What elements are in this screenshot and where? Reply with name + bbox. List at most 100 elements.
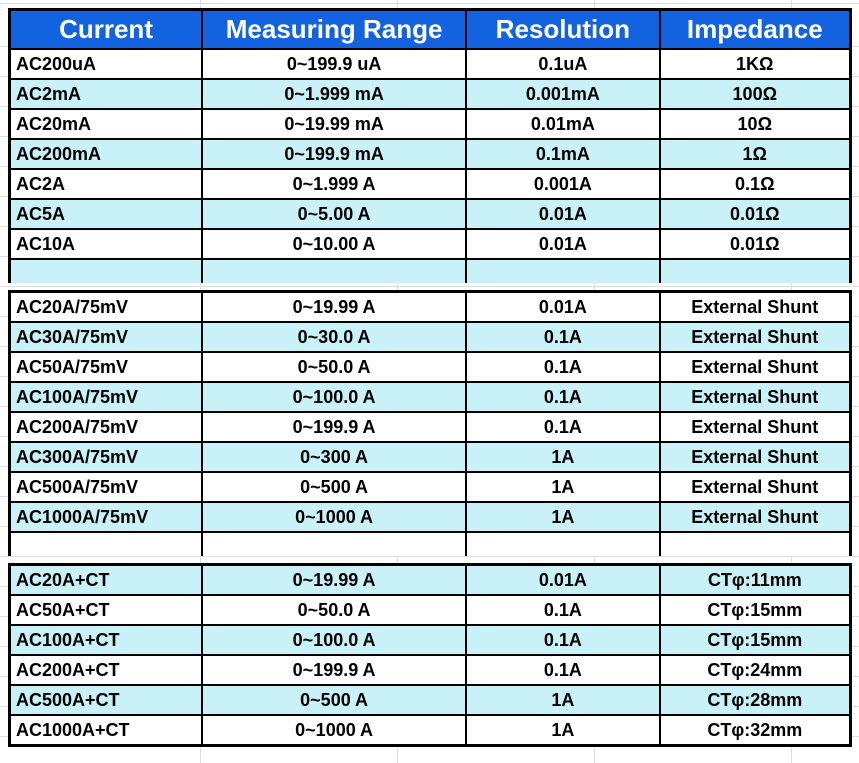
cell-current: AC20A+CT	[8, 563, 204, 596]
cell-resolution: 0.1A	[465, 381, 661, 413]
cell-impedance: 10Ω	[658, 108, 852, 140]
blank-separator-row	[8, 531, 852, 556]
cell-resolution: 0.1A	[465, 411, 661, 443]
spec-table-section-3: AC20A+CT 0~19.99 A 0.01A CTφ:11mm AC50A+CT 0~…	[8, 563, 852, 747]
blank-cell	[201, 531, 468, 556]
cell-range: 0~1000 A	[201, 501, 468, 533]
column-header-current: Current	[8, 8, 204, 50]
cell-resolution: 0.01A	[465, 563, 661, 596]
table-row: AC20A/75mV 0~19.99 A 0.01A External Shunt	[8, 290, 852, 323]
cell-current: AC500A+CT	[8, 684, 204, 716]
table-row: AC200A+CT 0~199.9 A 0.1A CTφ:24mm	[8, 654, 852, 686]
cell-resolution: 0.001mA	[465, 78, 661, 110]
cell-resolution: 0.01A	[465, 290, 661, 323]
table-row: AC50A+CT 0~50.0 A 0.1A CTφ:15mm	[8, 594, 852, 626]
cell-range: 0~1000 A	[201, 714, 468, 747]
cell-impedance: CTφ:28mm	[658, 684, 852, 716]
table-row: AC20mA 0~19.99 mA 0.01mA 10Ω	[8, 108, 852, 140]
table-row: AC100A/75mV 0~100.0 A 0.1A External Shunt	[8, 381, 852, 413]
cell-current: AC50A+CT	[8, 594, 204, 626]
blank-cell	[201, 258, 468, 283]
cell-impedance: CTφ:15mm	[658, 624, 852, 656]
blank-cell	[8, 531, 204, 556]
cell-current: AC100A+CT	[8, 624, 204, 656]
cell-impedance: External Shunt	[658, 471, 852, 503]
table-row: AC5A 0~5.00 A 0.01A 0.01Ω	[8, 198, 852, 230]
cell-resolution: 0.1A	[465, 624, 661, 656]
column-header-impedance: Impedance	[658, 8, 852, 50]
cell-resolution: 0.1mA	[465, 138, 661, 170]
cell-resolution: 1A	[465, 471, 661, 503]
cell-impedance: External Shunt	[658, 501, 852, 533]
blank-separator-row	[8, 258, 852, 283]
cell-current: AC200A/75mV	[8, 411, 204, 443]
cell-current: AC100A/75mV	[8, 381, 204, 413]
cell-range: 0~500 A	[201, 471, 468, 503]
cell-current: AC10A	[8, 228, 204, 260]
cell-impedance: 1KΩ	[658, 48, 852, 80]
cell-resolution: 0.1A	[465, 654, 661, 686]
cell-impedance: External Shunt	[658, 441, 852, 473]
cell-range: 0~50.0 A	[201, 351, 468, 383]
header-row: Current Measuring Range Resolution Impedanc…	[8, 8, 852, 50]
cell-range: 0~1.999 mA	[201, 78, 468, 110]
cell-resolution: 0.1uA	[465, 48, 661, 80]
cell-current: AC300A/75mV	[8, 441, 204, 473]
cell-impedance: CTφ:24mm	[658, 654, 852, 686]
table-row: AC2mA 0~1.999 mA 0.001mA 100Ω	[8, 78, 852, 110]
cell-impedance: CTφ:15mm	[658, 594, 852, 626]
cell-resolution: 0.1A	[465, 321, 661, 353]
table-row: AC1000A/75mV 0~1000 A 1A External Shunt	[8, 501, 852, 533]
cell-impedance: CTφ:11mm	[658, 563, 852, 596]
cell-range: 0~199.9 uA	[201, 48, 468, 80]
cell-resolution: 0.1A	[465, 594, 661, 626]
blank-cell	[8, 258, 204, 283]
cell-current: AC30A/75mV	[8, 321, 204, 353]
blank-cell	[658, 258, 852, 283]
cell-current: AC20A/75mV	[8, 290, 204, 323]
table-row: AC50A/75mV 0~50.0 A 0.1A External Shunt	[8, 351, 852, 383]
cell-range: 0~199.9 A	[201, 654, 468, 686]
cell-impedance: External Shunt	[658, 411, 852, 443]
cell-impedance: 100Ω	[658, 78, 852, 110]
cell-resolution: 1A	[465, 501, 661, 533]
cell-resolution: 0.01mA	[465, 108, 661, 140]
cell-current: AC200A+CT	[8, 654, 204, 686]
table-row: AC300A/75mV 0~300 A 1A External Shunt	[8, 441, 852, 473]
cell-range: 0~19.99 A	[201, 563, 468, 596]
cell-range: 0~100.0 A	[201, 381, 468, 413]
cell-current: AC200uA	[8, 48, 204, 80]
cell-range: 0~50.0 A	[201, 594, 468, 626]
spec-table-section-2: AC20A/75mV 0~19.99 A 0.01A External Shunt AC…	[8, 290, 852, 556]
cell-resolution: 0.01A	[465, 198, 661, 230]
cell-impedance: External Shunt	[658, 290, 852, 323]
table-row: AC500A/75mV 0~500 A 1A External Shunt	[8, 471, 852, 503]
cell-range: 0~300 A	[201, 441, 468, 473]
cell-range: 0~199.9 mA	[201, 138, 468, 170]
cell-resolution: 0.001A	[465, 168, 661, 200]
cell-range: 0~500 A	[201, 684, 468, 716]
cell-range: 0~100.0 A	[201, 624, 468, 656]
table-row: AC200A/75mV 0~199.9 A 0.1A External Shunt	[8, 411, 852, 443]
cell-resolution: 1A	[465, 441, 661, 473]
cell-range: 0~30.0 A	[201, 321, 468, 353]
cell-impedance: 0.01Ω	[658, 228, 852, 260]
table-row: AC10A 0~10.00 A 0.01A 0.01Ω	[8, 228, 852, 260]
cell-impedance: External Shunt	[658, 381, 852, 413]
cell-range: 0~19.99 mA	[201, 108, 468, 140]
cell-range: 0~10.00 A	[201, 228, 468, 260]
cell-current: AC2mA	[8, 78, 204, 110]
cell-resolution: 1A	[465, 684, 661, 716]
cell-impedance: CTφ:32mm	[658, 714, 852, 747]
table-row: AC20A+CT 0~19.99 A 0.01A CTφ:11mm	[8, 563, 852, 596]
cell-impedance: External Shunt	[658, 321, 852, 353]
blank-cell	[465, 258, 661, 283]
cell-current: AC1000A/75mV	[8, 501, 204, 533]
cell-range: 0~5.00 A	[201, 198, 468, 230]
column-header-resolution: Resolution	[465, 8, 661, 50]
cell-current: AC500A/75mV	[8, 471, 204, 503]
cell-range: 0~1.999 A	[201, 168, 468, 200]
cell-current: AC50A/75mV	[8, 351, 204, 383]
cell-current: AC200mA	[8, 138, 204, 170]
cell-resolution: 0.1A	[465, 351, 661, 383]
